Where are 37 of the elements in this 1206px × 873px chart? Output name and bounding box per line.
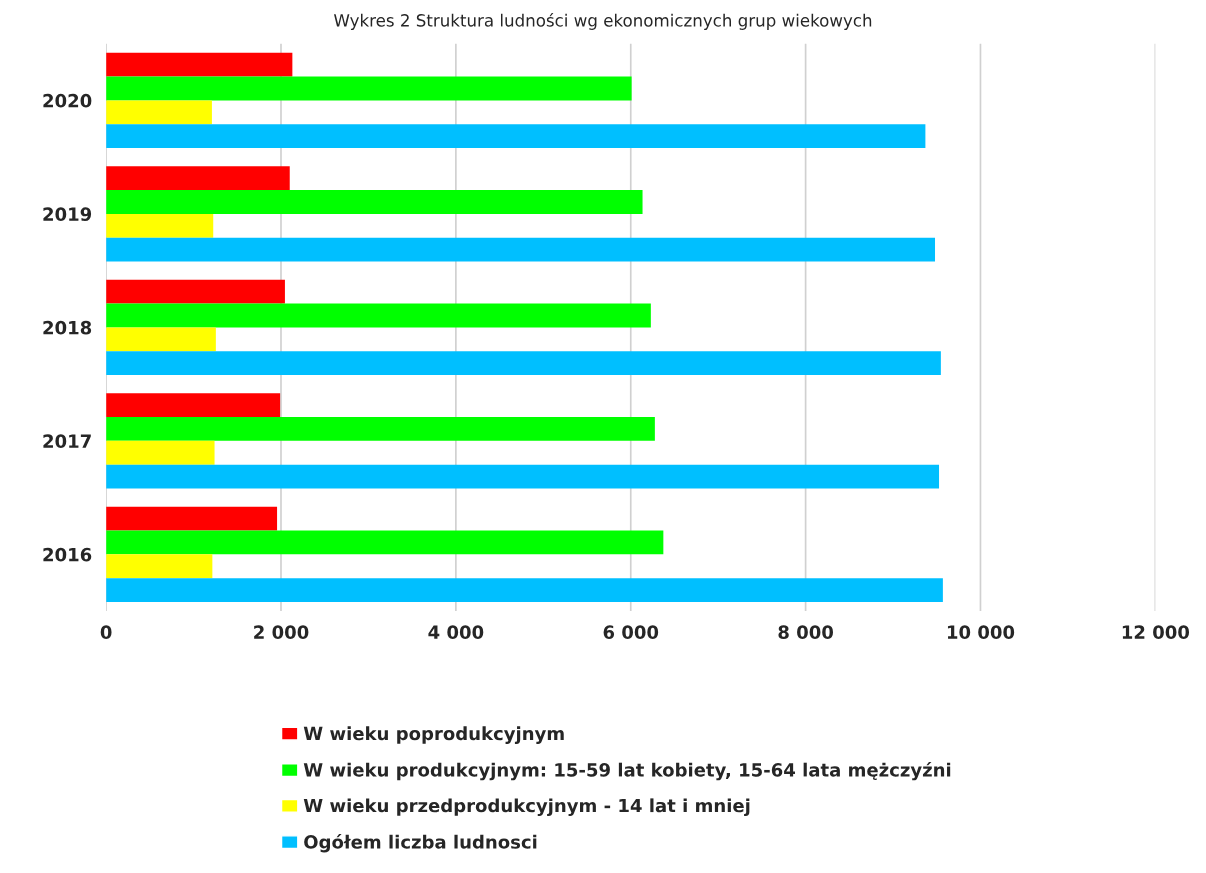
bar	[106, 578, 943, 603]
legend-label: W wieku przedprodukcyjnym - 14 lat i mniej	[303, 798, 750, 816]
bar	[106, 303, 651, 328]
y-tick-label: 2018	[43, 320, 92, 335]
bar	[106, 327, 216, 352]
bar	[106, 166, 290, 191]
bar	[106, 52, 293, 77]
legend-label: W wieku poprodukcyjnym	[303, 726, 564, 744]
legend-label: Ogółem liczba ludnosci	[304, 834, 537, 853]
bar	[106, 76, 632, 101]
bar	[106, 440, 215, 465]
bar	[106, 464, 940, 489]
bar	[106, 554, 213, 579]
bar	[106, 190, 643, 214]
bar	[106, 213, 214, 238]
bar	[106, 279, 285, 304]
x-tick-label: 10 000	[947, 625, 1015, 639]
x-tick-label: 4 000	[428, 625, 484, 639]
x-tick-label: 2 000	[254, 625, 309, 639]
x-tick-label: 6 000	[603, 625, 659, 639]
bar	[106, 417, 655, 441]
y-tick-label: 2020	[43, 93, 92, 108]
x-tick-label: 8 000	[778, 625, 834, 639]
bar	[106, 393, 281, 418]
bar	[106, 506, 278, 531]
x-tick-label: 0	[100, 625, 112, 639]
bar	[106, 530, 664, 555]
y-tick-label: 2016	[43, 547, 92, 562]
bar	[106, 100, 212, 125]
bar	[106, 351, 941, 376]
y-tick-label: 2019	[43, 207, 92, 221]
bar	[106, 124, 926, 149]
x-tick-label: 12 000	[1122, 625, 1190, 639]
y-tick-label: 2017	[43, 434, 91, 448]
chart-title: Wykres 2 Struktura ludności wg ekonomicznych grup wiekowych	[334, 13, 872, 30]
legend-label: W wieku produkcyjnym: 15-59 lat kobiety, 15-64 lata mężczyźni	[303, 761, 951, 781]
bar	[106, 237, 936, 262]
